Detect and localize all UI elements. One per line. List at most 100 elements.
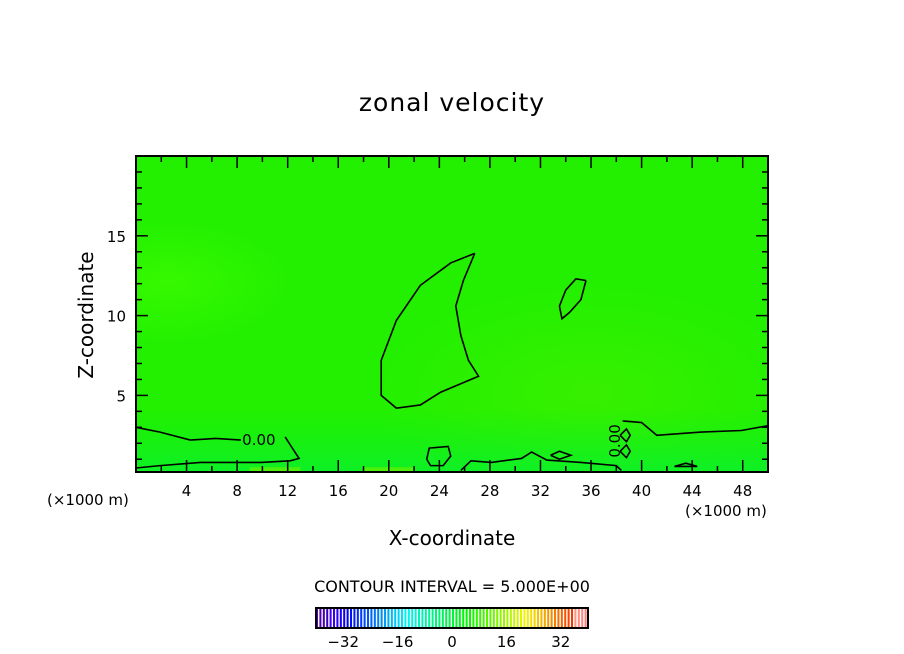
colorbar-tick-label: −32 [327, 633, 359, 651]
colorbar-stripe [428, 608, 431, 628]
colorbar-stripe [482, 608, 485, 628]
colorbar-stripe [411, 608, 414, 628]
colorbar-stripe [387, 608, 390, 628]
contour-lower-mid [460, 451, 622, 471]
colorbar-stripe [560, 608, 563, 628]
colorbar-stripe [441, 608, 444, 628]
colorbar-stripe [526, 608, 529, 628]
colorbar-tick-label: 32 [551, 633, 570, 651]
colorbar-stripe [492, 608, 495, 628]
x-tick-label: 32 [531, 482, 550, 500]
x-tick-label: 24 [430, 482, 449, 500]
contour-interval-text: CONTOUR INTERVAL = 5.000E+00 [314, 577, 590, 596]
plot-frame [135, 155, 769, 473]
field-positive-patch [249, 467, 301, 472]
colorbar-stripe [404, 608, 407, 628]
colorbar-tick-label: 0 [447, 633, 457, 651]
x-tick-label: 20 [379, 482, 398, 500]
colorbar-stripe [336, 608, 339, 628]
colorbar-stripe [407, 608, 410, 628]
contour-col-39b [619, 443, 632, 459]
colorbar-stripe [516, 608, 519, 628]
chart-title: zonal velocity [358, 88, 546, 117]
colorbar-stripe [326, 608, 329, 628]
colorbar-stripe [567, 608, 570, 628]
colorbar-stripe [322, 608, 325, 628]
colorbar-stripe [438, 608, 441, 628]
contour-lower-left-2 [135, 436, 301, 469]
colorbar-stripe [448, 608, 451, 628]
contour-crescent [380, 252, 480, 410]
x-tick-label: 28 [480, 482, 499, 500]
colorbar-stripe [360, 608, 363, 628]
colorbar-stripe [469, 608, 472, 628]
colorbar-stripe [329, 608, 332, 628]
colorbar-stripe [455, 608, 458, 628]
colorbar-stripe [523, 608, 526, 628]
colorbar-stripe [424, 608, 427, 628]
x-axis-label: X-coordinate [388, 526, 516, 550]
colorbar-stripe [316, 608, 319, 628]
x-tick-label: 8 [232, 482, 242, 500]
colorbar-stripe [557, 608, 560, 628]
contour-small-33 [550, 450, 574, 461]
colorbar-stripe [397, 608, 400, 628]
colorbar-stripe [418, 608, 421, 628]
colorbar-stripe [421, 608, 424, 628]
colorbar-stripe [431, 608, 434, 628]
colorbar-frame [315, 607, 589, 629]
colorbar-stripe [333, 608, 336, 628]
colorbar-stripe [319, 608, 322, 628]
colorbar-stripe [571, 608, 574, 628]
colorbar-stripe [509, 608, 512, 628]
contour-col-39a [619, 427, 632, 443]
colorbar-stripe [496, 608, 499, 628]
y-tick-label: 10 [107, 308, 126, 326]
colorbar-stripe [486, 608, 489, 628]
colorbar-tick-label: −16 [382, 633, 414, 651]
contour-lower-left [135, 426, 241, 441]
colorbar-stripe [458, 608, 461, 628]
field-shading [136, 156, 768, 472]
contour-label: 0.00 [242, 431, 275, 449]
y-tick-label: 5 [116, 387, 126, 405]
colorbar-stripe [584, 608, 587, 628]
colorbar-stripe [533, 608, 536, 628]
colorbar-stripe [343, 608, 346, 628]
x-tick-label: 44 [683, 482, 702, 500]
colorbar-stripe [506, 608, 509, 628]
colorbar-stripe [367, 608, 370, 628]
colorbar-stripe [577, 608, 580, 628]
colorbar-stripe [550, 608, 553, 628]
colorbar-stripe [462, 608, 465, 628]
colorbar-stripe [356, 608, 359, 628]
colorbar-stripe [346, 608, 349, 628]
x-tick-label: 40 [632, 482, 651, 500]
colorbar-stripe [489, 608, 492, 628]
x-tick-label: 48 [733, 482, 752, 500]
velocity-field [136, 156, 768, 472]
contour-lower-right [622, 420, 769, 437]
colorbar-stripe [384, 608, 387, 628]
x-tick-label: 36 [581, 482, 600, 500]
colorbar-stripe [394, 608, 397, 628]
colorbar-stripe [445, 608, 448, 628]
colorbar-stripe [435, 608, 438, 628]
y-tick-label: 15 [107, 228, 126, 246]
colorbar-stripe [520, 608, 523, 628]
colorbar-stripe [564, 608, 567, 628]
contour-blob-24 [425, 445, 452, 467]
colorbar-stripe [503, 608, 506, 628]
colorbar-stripe [377, 608, 380, 628]
colorbar-stripe [350, 608, 353, 628]
colorbar-stripe [537, 608, 540, 628]
contour-lines: 0.00 0.00 [135, 252, 769, 471]
colorbar-stripe [472, 608, 475, 628]
x-unit-label-right: (×1000 m) [685, 502, 767, 520]
colorbar-stripe [373, 608, 376, 628]
x-tick-label: 12 [278, 482, 297, 500]
colorbar-stripe [547, 608, 550, 628]
colorbar-stripe [543, 608, 546, 628]
colorbar-stripe [540, 608, 543, 628]
colorbar-stripe [380, 608, 383, 628]
